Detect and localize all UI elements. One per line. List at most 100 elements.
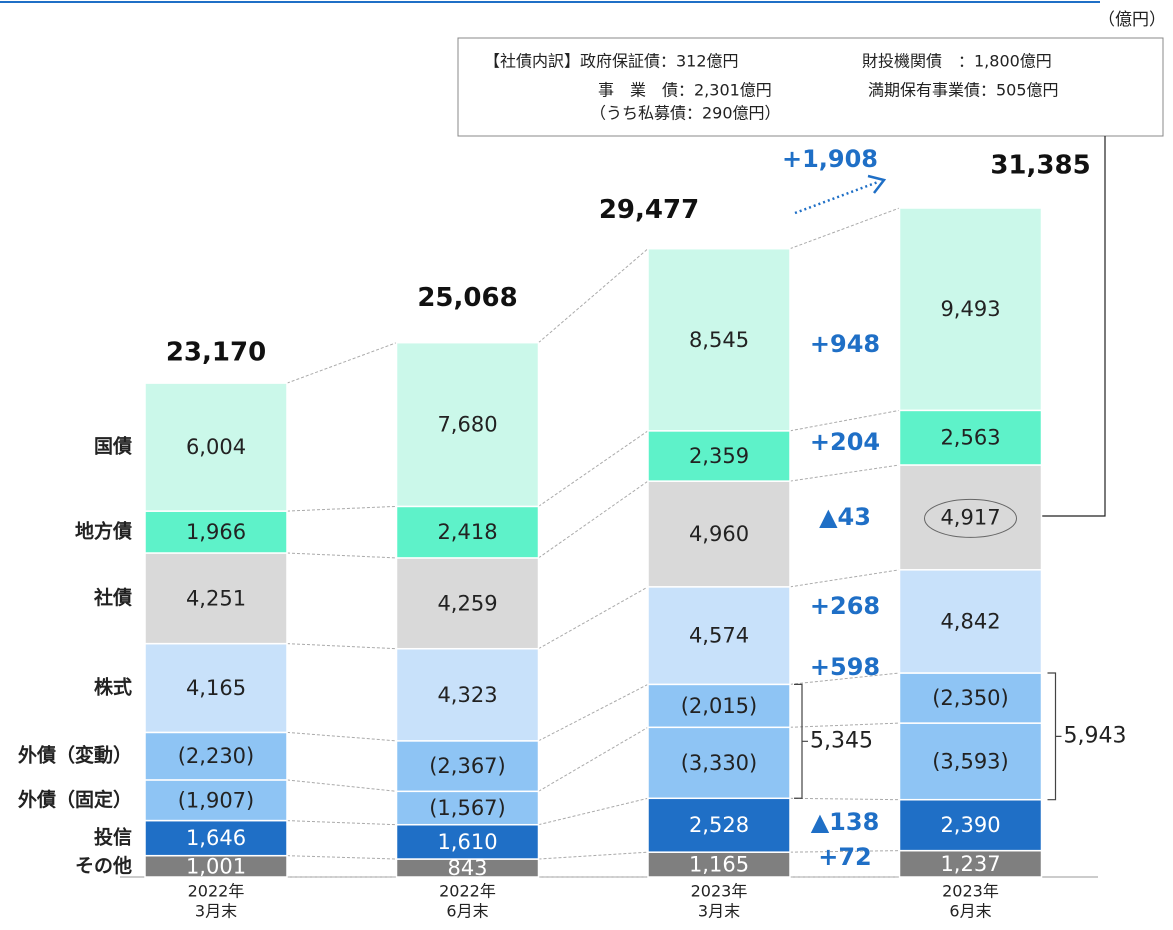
x-tick-label: 6月末 [949,902,991,921]
change-label: ▲138 [811,808,880,836]
connector [286,731,397,742]
value-label: (1,907) [178,788,255,812]
value-label: 4,960 [689,522,749,546]
value-label: (3,330) [681,751,758,775]
connector [789,464,900,482]
bar-segment [898,798,1043,852]
note-line: 【社債内訳】政府保証債：312億円 [484,52,739,71]
x-tick-label: 2022年 [439,882,496,901]
connector [538,851,649,860]
total-label: 25,068 [417,283,517,313]
connector [286,552,397,559]
connector [286,820,397,826]
value-label: 1,646 [186,826,246,850]
value-label: (3,593) [932,749,1009,773]
bar-segment [395,740,540,793]
bar-segment [395,341,540,508]
connector [789,850,900,853]
value-label: 2,390 [940,813,1000,837]
value-label: 1,237 [940,852,1000,876]
note-connector [1014,136,1106,517]
bar-segment [144,819,288,857]
connector [789,409,900,432]
series-label: その他 [75,854,132,877]
value-label: 1,610 [437,830,497,854]
series-label: 外債（変動） [18,744,132,767]
note-box [457,37,1164,137]
value-label: 4,259 [437,591,497,615]
note-line: （うち私募債：290億円） [590,104,781,123]
total-label: 23,170 [166,338,266,368]
connector [538,797,649,826]
connector [286,855,397,860]
connector [538,683,649,742]
connector [789,569,900,588]
change-label: +72 [818,843,872,871]
group-bracket [1047,672,1062,801]
value-label: 4,323 [437,683,497,707]
unit-label: （億円） [1098,10,1166,30]
series-label: 国債 [94,435,132,458]
bar-segment [898,409,1043,466]
bar-segment [395,790,540,826]
bar-segment [647,247,791,432]
bar-segment [144,731,288,781]
value-label: 2,418 [437,520,497,544]
value-label: (1,567) [429,796,506,820]
total-label: 31,385 [990,151,1090,181]
group-bracket [794,683,808,799]
bar-segment [395,505,540,559]
bar-segment [898,569,1043,674]
connector [538,480,649,559]
value-label: 8,545 [689,328,749,352]
bar-segment [395,647,540,742]
connector [789,722,900,728]
value-label: 1,966 [186,520,246,544]
x-tick-label: 2023年 [942,882,999,901]
value-label: (2,367) [429,754,506,778]
value-label: 843 [447,856,487,880]
value-label: 4,574 [689,624,749,648]
bar-segment [898,722,1043,801]
bar-segment [144,552,288,645]
change-arrow [794,180,879,215]
bar-segment [395,823,540,860]
x-tick-label: 2022年 [188,882,245,901]
bar-segment [647,797,791,853]
bar-segment [898,207,1043,412]
connector [538,248,649,344]
change-label: +204 [810,428,880,456]
x-tick-label: 6月末 [446,902,488,921]
change-label: +598 [810,653,880,681]
change-label: ▲43 [819,503,871,531]
series-label: 投信 [94,826,132,849]
bar-segment [647,683,791,729]
value-label: (2,230) [178,744,255,768]
bar-segment [898,464,1043,571]
connector [286,342,397,384]
value-label: 7,680 [437,413,497,437]
connector [286,643,397,650]
highlight-ellipse [924,498,1017,538]
group-total-label: 5,943 [1064,723,1127,748]
value-label: 1,165 [689,853,749,877]
value-label: (2,350) [932,686,1009,710]
bar-segment [395,557,540,650]
bar-segment [144,779,288,822]
value-label: 4,917 [940,505,1000,529]
connector [789,207,900,250]
note-line: 満期保有事業債：505億円 [868,81,1059,100]
x-tick-label: 3月末 [698,902,740,921]
change-label: +948 [810,330,880,358]
connector [789,797,900,801]
bar-segment [144,642,288,734]
series-label: 社債 [93,586,132,609]
change-arrow-head [867,174,887,194]
value-label: 4,842 [940,609,1000,633]
series-label: 地方債 [75,520,132,543]
bar-segment [647,726,791,800]
connector [538,726,649,792]
connector [789,672,900,685]
bar-segment [898,849,1043,878]
